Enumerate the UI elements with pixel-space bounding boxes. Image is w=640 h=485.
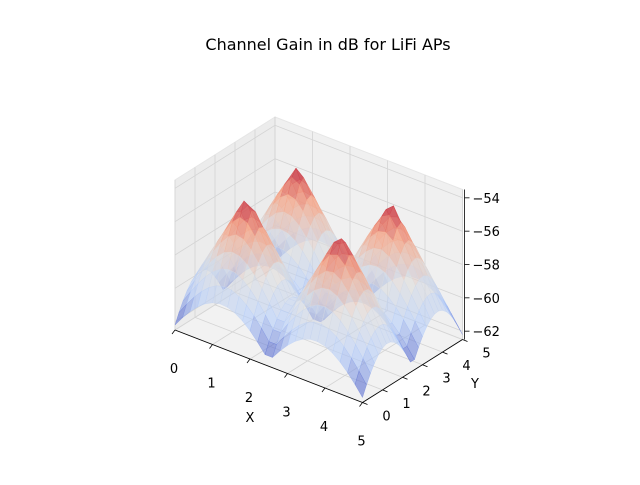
y-tick-mark: [462, 339, 468, 342]
y-tick-mark: [362, 402, 368, 405]
y-tick-label: 4: [462, 359, 470, 374]
y-tick-mark: [422, 364, 428, 368]
x-tick-label: 1: [207, 377, 215, 392]
x-tick-mark: [209, 344, 213, 349]
x-tick-mark: [171, 329, 176, 335]
x-tick-mark: [284, 373, 288, 378]
z-tick-label: −56: [473, 225, 500, 240]
y-tick-mark: [442, 351, 448, 355]
x-tick-label: 4: [320, 420, 328, 435]
x-tick-mark: [321, 387, 326, 393]
x-axis-line: [174, 329, 363, 403]
y-tick-label: 5: [482, 347, 490, 362]
y-tick-mark: [382, 389, 388, 393]
z-tick-label: −60: [473, 292, 500, 307]
y-axis-label: Y: [470, 377, 479, 392]
surface-facet: [354, 370, 367, 398]
grid-line-z: [174, 124, 463, 199]
y-tick-label: 2: [422, 384, 430, 399]
z-tick-label: −54: [473, 192, 500, 207]
y-tick-label: 1: [402, 397, 410, 412]
grid-line-z: [174, 158, 463, 232]
y-tick-label: 3: [442, 372, 450, 387]
x-tick-label: 2: [245, 391, 253, 406]
surface: [174, 167, 463, 398]
x-axis-label: X: [246, 411, 255, 426]
x-tick-mark: [359, 402, 363, 407]
x-tick-mark: [246, 358, 251, 364]
z-tick-label: −58: [473, 259, 500, 274]
y-axis-line: [362, 339, 463, 403]
x-tick-label: 0: [170, 362, 178, 377]
y-tick-mark: [402, 376, 408, 380]
y-tick-label: 0: [382, 410, 390, 425]
x-tick-label: 5: [357, 435, 365, 450]
z-tick-label: −62: [473, 325, 500, 340]
grid-line-y: [194, 167, 383, 391]
x-tick-label: 3: [282, 406, 290, 421]
chart-title: Channel Gain in dB for LiFi APs: [205, 35, 450, 54]
